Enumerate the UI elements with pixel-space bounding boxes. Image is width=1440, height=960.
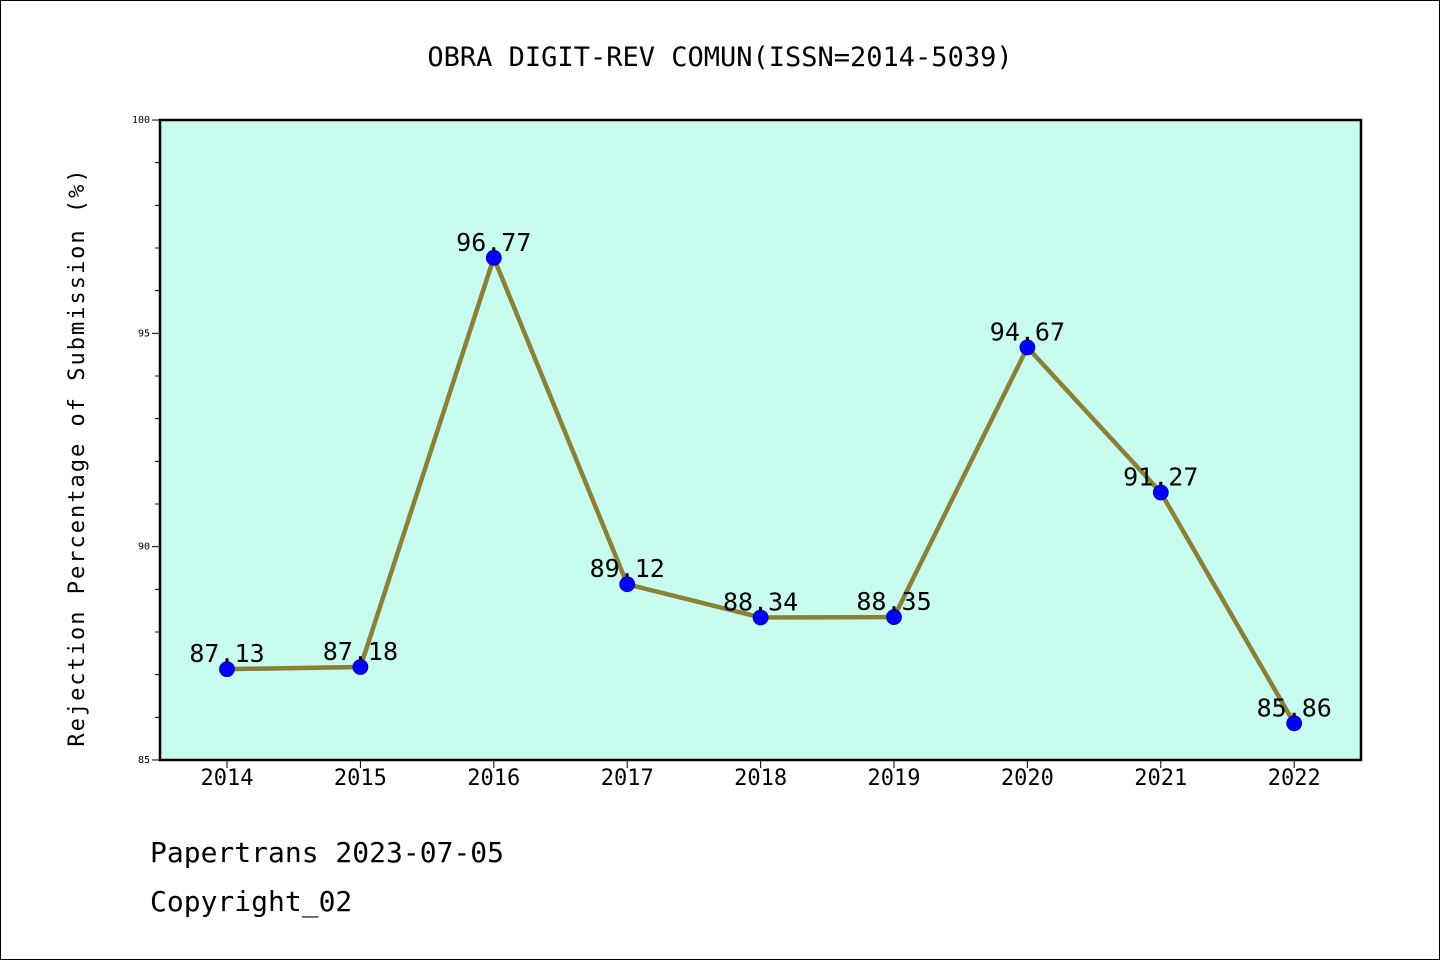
data-label: 85.86	[1257, 693, 1332, 722]
data-point	[1019, 339, 1036, 356]
plot-area	[158, 118, 1363, 762]
footer-source-date: Papertrans 2023-07-05	[150, 836, 505, 869]
data-label: 87.18	[323, 637, 398, 666]
footer-copyright: Copyright_02	[150, 885, 353, 918]
data-point	[352, 659, 369, 675]
data-label: 91.27	[1123, 462, 1198, 491]
x-tick-label: 2014	[201, 766, 254, 791]
x-axis: 2014 2015 2016 2017 2018 2019 2020 2021 2022	[201, 760, 1321, 791]
y-tick-label: 90	[138, 542, 150, 553]
y-axis-label: Rejection Percentage of Submission (%)	[65, 167, 90, 746]
data-point	[1286, 715, 1303, 732]
data-label: 96.77	[456, 228, 531, 257]
chart-title: OBRA DIGIT-REV COMUN(ISSN=2014-5039)	[427, 42, 1012, 73]
data-point	[752, 609, 769, 626]
data-label: 94.67	[990, 317, 1065, 346]
series-layer: 87.13 87.18 96.77 89.12 88.34 88.35 94.67 91.27…	[189, 228, 1332, 732]
data-label: 89.12	[590, 554, 665, 583]
data-label: 88.35	[856, 587, 931, 616]
y-axis: 85 90 95 100	[132, 115, 160, 766]
data-point	[485, 249, 502, 266]
data-point	[619, 576, 636, 593]
x-tick-label: 2020	[1001, 766, 1054, 791]
x-tick-label: 2018	[734, 766, 787, 791]
x-tick-label: 2015	[334, 766, 387, 791]
x-tick-label: 2016	[467, 766, 520, 791]
data-label: 87.13	[189, 639, 264, 668]
y-tick-label: 100	[132, 115, 150, 126]
x-tick-label: 2022	[1268, 766, 1321, 791]
data-label: 88.34	[723, 587, 798, 616]
data-point	[886, 609, 902, 625]
data-point	[1152, 484, 1169, 501]
data-point	[219, 661, 235, 678]
x-tick-label: 2021	[1134, 766, 1187, 791]
y-tick-label: 85	[138, 755, 150, 766]
x-tick-label: 2019	[868, 766, 921, 791]
y-tick-label: 95	[138, 328, 150, 339]
x-tick-label: 2017	[601, 766, 654, 791]
